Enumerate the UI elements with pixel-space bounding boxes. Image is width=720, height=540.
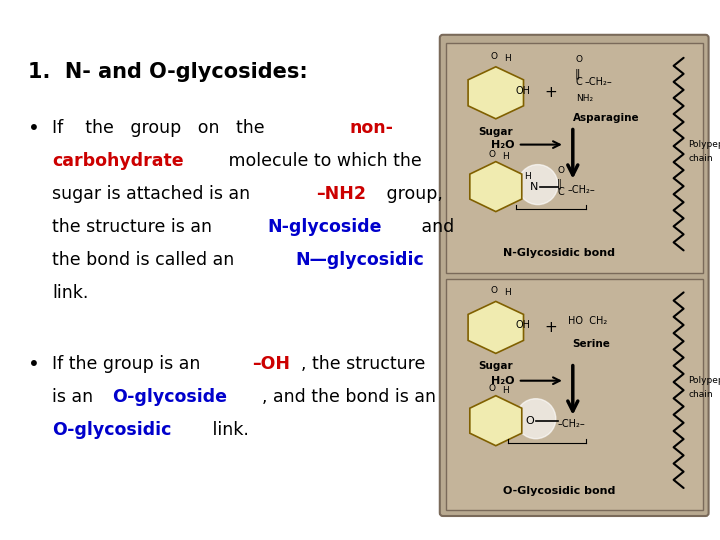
Text: –NH2: –NH2	[317, 185, 366, 203]
Text: ‖: ‖	[575, 69, 580, 79]
Circle shape	[518, 165, 558, 205]
Text: group,: group,	[382, 185, 444, 203]
Text: O: O	[488, 150, 495, 159]
Text: NH₂: NH₂	[576, 94, 593, 103]
Polygon shape	[470, 396, 522, 446]
Text: chain: chain	[688, 154, 714, 163]
Text: sugar is attached is an: sugar is attached is an	[52, 185, 256, 203]
Text: O: O	[490, 286, 498, 295]
Text: OH: OH	[516, 320, 531, 330]
Text: •: •	[28, 354, 40, 374]
Bar	[446, 279, 703, 510]
Text: N—glycosidic: N—glycosidic	[296, 251, 425, 269]
Text: link.: link.	[207, 421, 249, 439]
Text: the bond is called an: the bond is called an	[52, 251, 240, 269]
Text: Sugar: Sugar	[479, 127, 513, 137]
Text: O: O	[526, 416, 534, 426]
Text: H₂O: H₂O	[491, 376, 514, 386]
Text: molecule to which the: molecule to which the	[223, 152, 422, 170]
Text: carbohydrate: carbohydrate	[52, 152, 184, 170]
Polygon shape	[468, 301, 523, 353]
Text: H: H	[502, 152, 508, 160]
Text: +: +	[544, 85, 557, 100]
Bar	[446, 43, 703, 273]
Text: –CH₂–: –CH₂–	[558, 418, 585, 429]
Polygon shape	[470, 161, 522, 212]
Text: N-Glycosidic bond: N-Glycosidic bond	[503, 248, 615, 259]
Text: –OH: –OH	[252, 355, 290, 373]
Text: +: +	[544, 320, 557, 335]
Text: N-glycoside: N-glycoside	[267, 218, 382, 236]
Text: C: C	[576, 77, 582, 87]
Text: O: O	[490, 52, 498, 61]
Text: Polypeptide: Polypeptide	[688, 376, 720, 385]
Text: non-: non-	[350, 119, 394, 137]
Text: –CH₂–: –CH₂–	[585, 77, 613, 87]
Text: O-glycoside: O-glycoside	[112, 388, 228, 406]
Text: , and the bond is an: , and the bond is an	[262, 388, 436, 406]
Text: H: H	[523, 172, 531, 181]
Text: C: C	[558, 187, 564, 197]
Text: O: O	[576, 55, 582, 64]
Text: Sugar: Sugar	[479, 361, 513, 372]
Text: If the group is an: If the group is an	[52, 355, 206, 373]
Text: O: O	[488, 384, 495, 393]
Text: OH: OH	[516, 86, 531, 96]
Text: •: •	[28, 118, 40, 138]
Text: and: and	[415, 218, 454, 236]
FancyBboxPatch shape	[440, 35, 708, 516]
Text: 1.  N- and O-glycosides:: 1. N- and O-glycosides:	[28, 62, 307, 82]
Text: H: H	[504, 54, 510, 63]
Polygon shape	[468, 67, 523, 119]
Circle shape	[516, 399, 556, 438]
Text: Polypeptide: Polypeptide	[688, 140, 720, 149]
Text: HO  CH₂: HO CH₂	[568, 316, 607, 326]
Text: O-glycosidic: O-glycosidic	[52, 421, 171, 439]
Text: chain: chain	[688, 390, 714, 399]
Text: is an: is an	[52, 388, 99, 406]
Text: Serine: Serine	[572, 340, 610, 349]
Text: link.: link.	[52, 284, 89, 302]
Text: the structure is an: the structure is an	[52, 218, 217, 236]
Text: , the structure: , the structure	[301, 355, 426, 373]
Text: N: N	[530, 181, 538, 192]
Text: H: H	[504, 288, 510, 298]
Text: If    the   group   on   the: If the group on the	[52, 119, 281, 137]
Text: O-Glycosidic bond: O-Glycosidic bond	[503, 486, 616, 496]
Text: H₂O: H₂O	[491, 140, 514, 150]
Text: Asparagine: Asparagine	[572, 113, 639, 123]
Text: ‖: ‖	[557, 178, 562, 189]
Text: –CH₂–: –CH₂–	[568, 185, 595, 194]
Text: H: H	[502, 386, 508, 395]
Text: O: O	[558, 166, 564, 174]
